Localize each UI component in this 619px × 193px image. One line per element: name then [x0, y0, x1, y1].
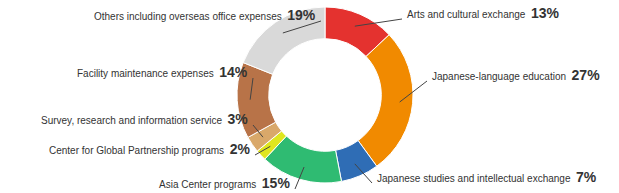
svg-text:Japanese studies and intellect: Japanese studies and intellectual exchan…	[377, 169, 597, 185]
svg-text:Arts and cultural exchange 13: Arts and cultural exchange 13%	[407, 5, 560, 21]
svg-text:Asia Center programs 15%: Asia Center programs 15%	[159, 175, 290, 191]
svg-text:Facility maintenance expenses: Facility maintenance expenses 14%	[77, 64, 248, 80]
svg-text:Survey, research and informati: Survey, research and information service…	[41, 111, 248, 127]
svg-text:Others including overseas offi: Others including overseas office expense…	[94, 7, 316, 23]
svg-text:Center for Global Partnership: Center for Global Partnership programs 2…	[49, 141, 250, 157]
svg-text:Japanese-language education 2: Japanese-language education 27%	[432, 67, 600, 83]
